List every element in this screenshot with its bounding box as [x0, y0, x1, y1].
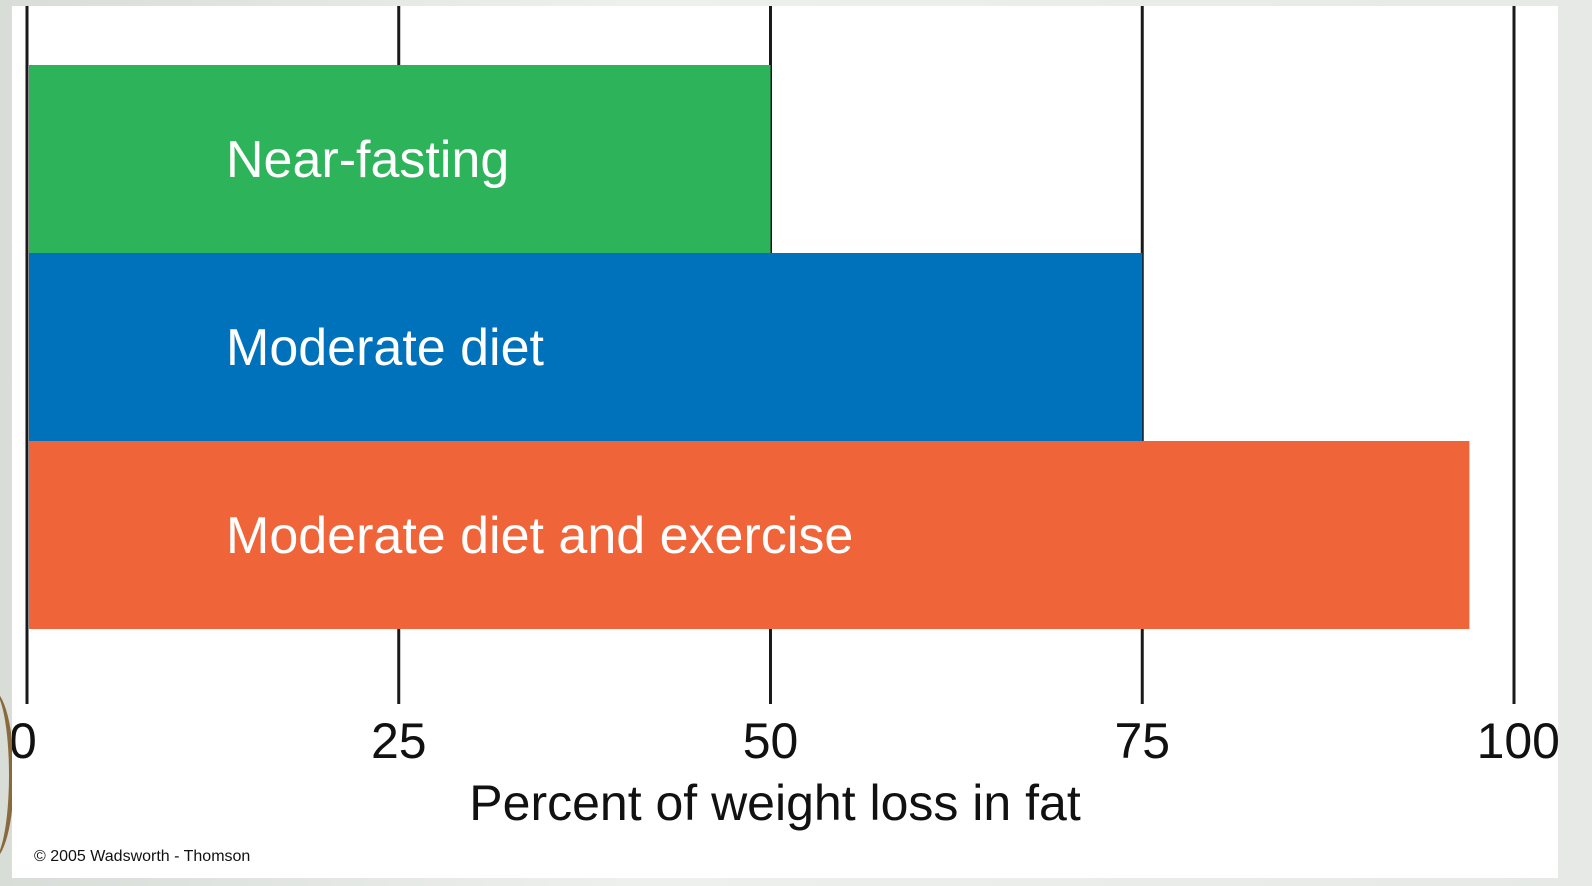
bar-label: Moderate diet and exercise	[226, 507, 853, 565]
decorative-border	[0, 690, 14, 860]
x-tick-label: 75	[1114, 713, 1170, 769]
bar-labels: Near-fasting Moderate diet Moderate diet a…	[226, 131, 853, 565]
x-tick-label: 0	[12, 713, 37, 769]
x-tick-label: 100	[1477, 713, 1558, 769]
x-tick-label: 50	[743, 713, 799, 769]
x-axis-title: Percent of weight loss in fat	[469, 775, 1081, 831]
x-tick-label: 25	[371, 713, 427, 769]
bar-near-fasting	[29, 65, 771, 253]
x-tick-labels: 0 25 50 75 100	[12, 713, 1558, 769]
bar-moderate-diet	[29, 253, 1143, 441]
bar-label: Near-fasting	[226, 131, 509, 189]
bar-moderate-diet-and-exercise	[29, 441, 1470, 629]
bars	[29, 65, 1470, 629]
bar-label: Moderate diet	[226, 319, 545, 377]
bar-chart: Near-fasting Moderate diet Moderate diet a…	[12, 6, 1558, 865]
chart-panel: Near-fasting Moderate diet Moderate diet a…	[12, 6, 1558, 878]
copyright-notice: © 2005 Wadsworth - Thomson	[34, 848, 250, 865]
